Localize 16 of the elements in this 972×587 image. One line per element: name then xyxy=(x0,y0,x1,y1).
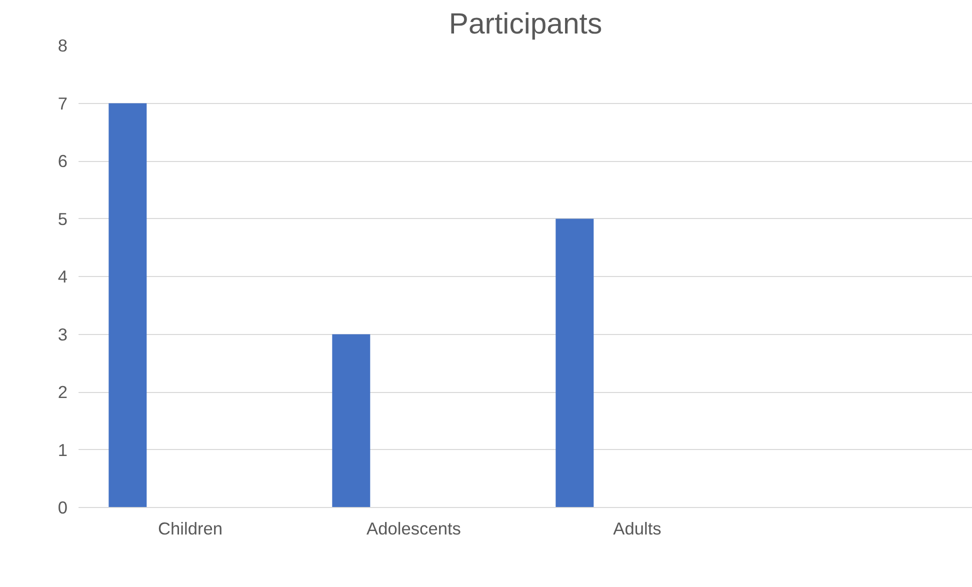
y-tick-label: 2 xyxy=(58,382,68,402)
y-tick-label: 5 xyxy=(58,208,68,229)
bar xyxy=(332,334,370,508)
y-tick-label: 3 xyxy=(58,324,68,344)
bar xyxy=(556,218,594,508)
y-tick-label: 7 xyxy=(58,93,68,114)
y-tick-label: 8 xyxy=(58,36,68,56)
x-tick-label: Adults xyxy=(613,518,662,538)
chart-title: Participants xyxy=(448,8,602,40)
x-tick-label: Children xyxy=(158,518,223,538)
y-tick-label: 4 xyxy=(58,266,68,286)
x-tick-label: Adolescents xyxy=(366,518,462,538)
bar xyxy=(108,103,147,508)
y-tick-label: 0 xyxy=(58,498,68,518)
y-tick-label: 1 xyxy=(58,440,68,460)
y-tick-label: 6 xyxy=(58,151,68,171)
